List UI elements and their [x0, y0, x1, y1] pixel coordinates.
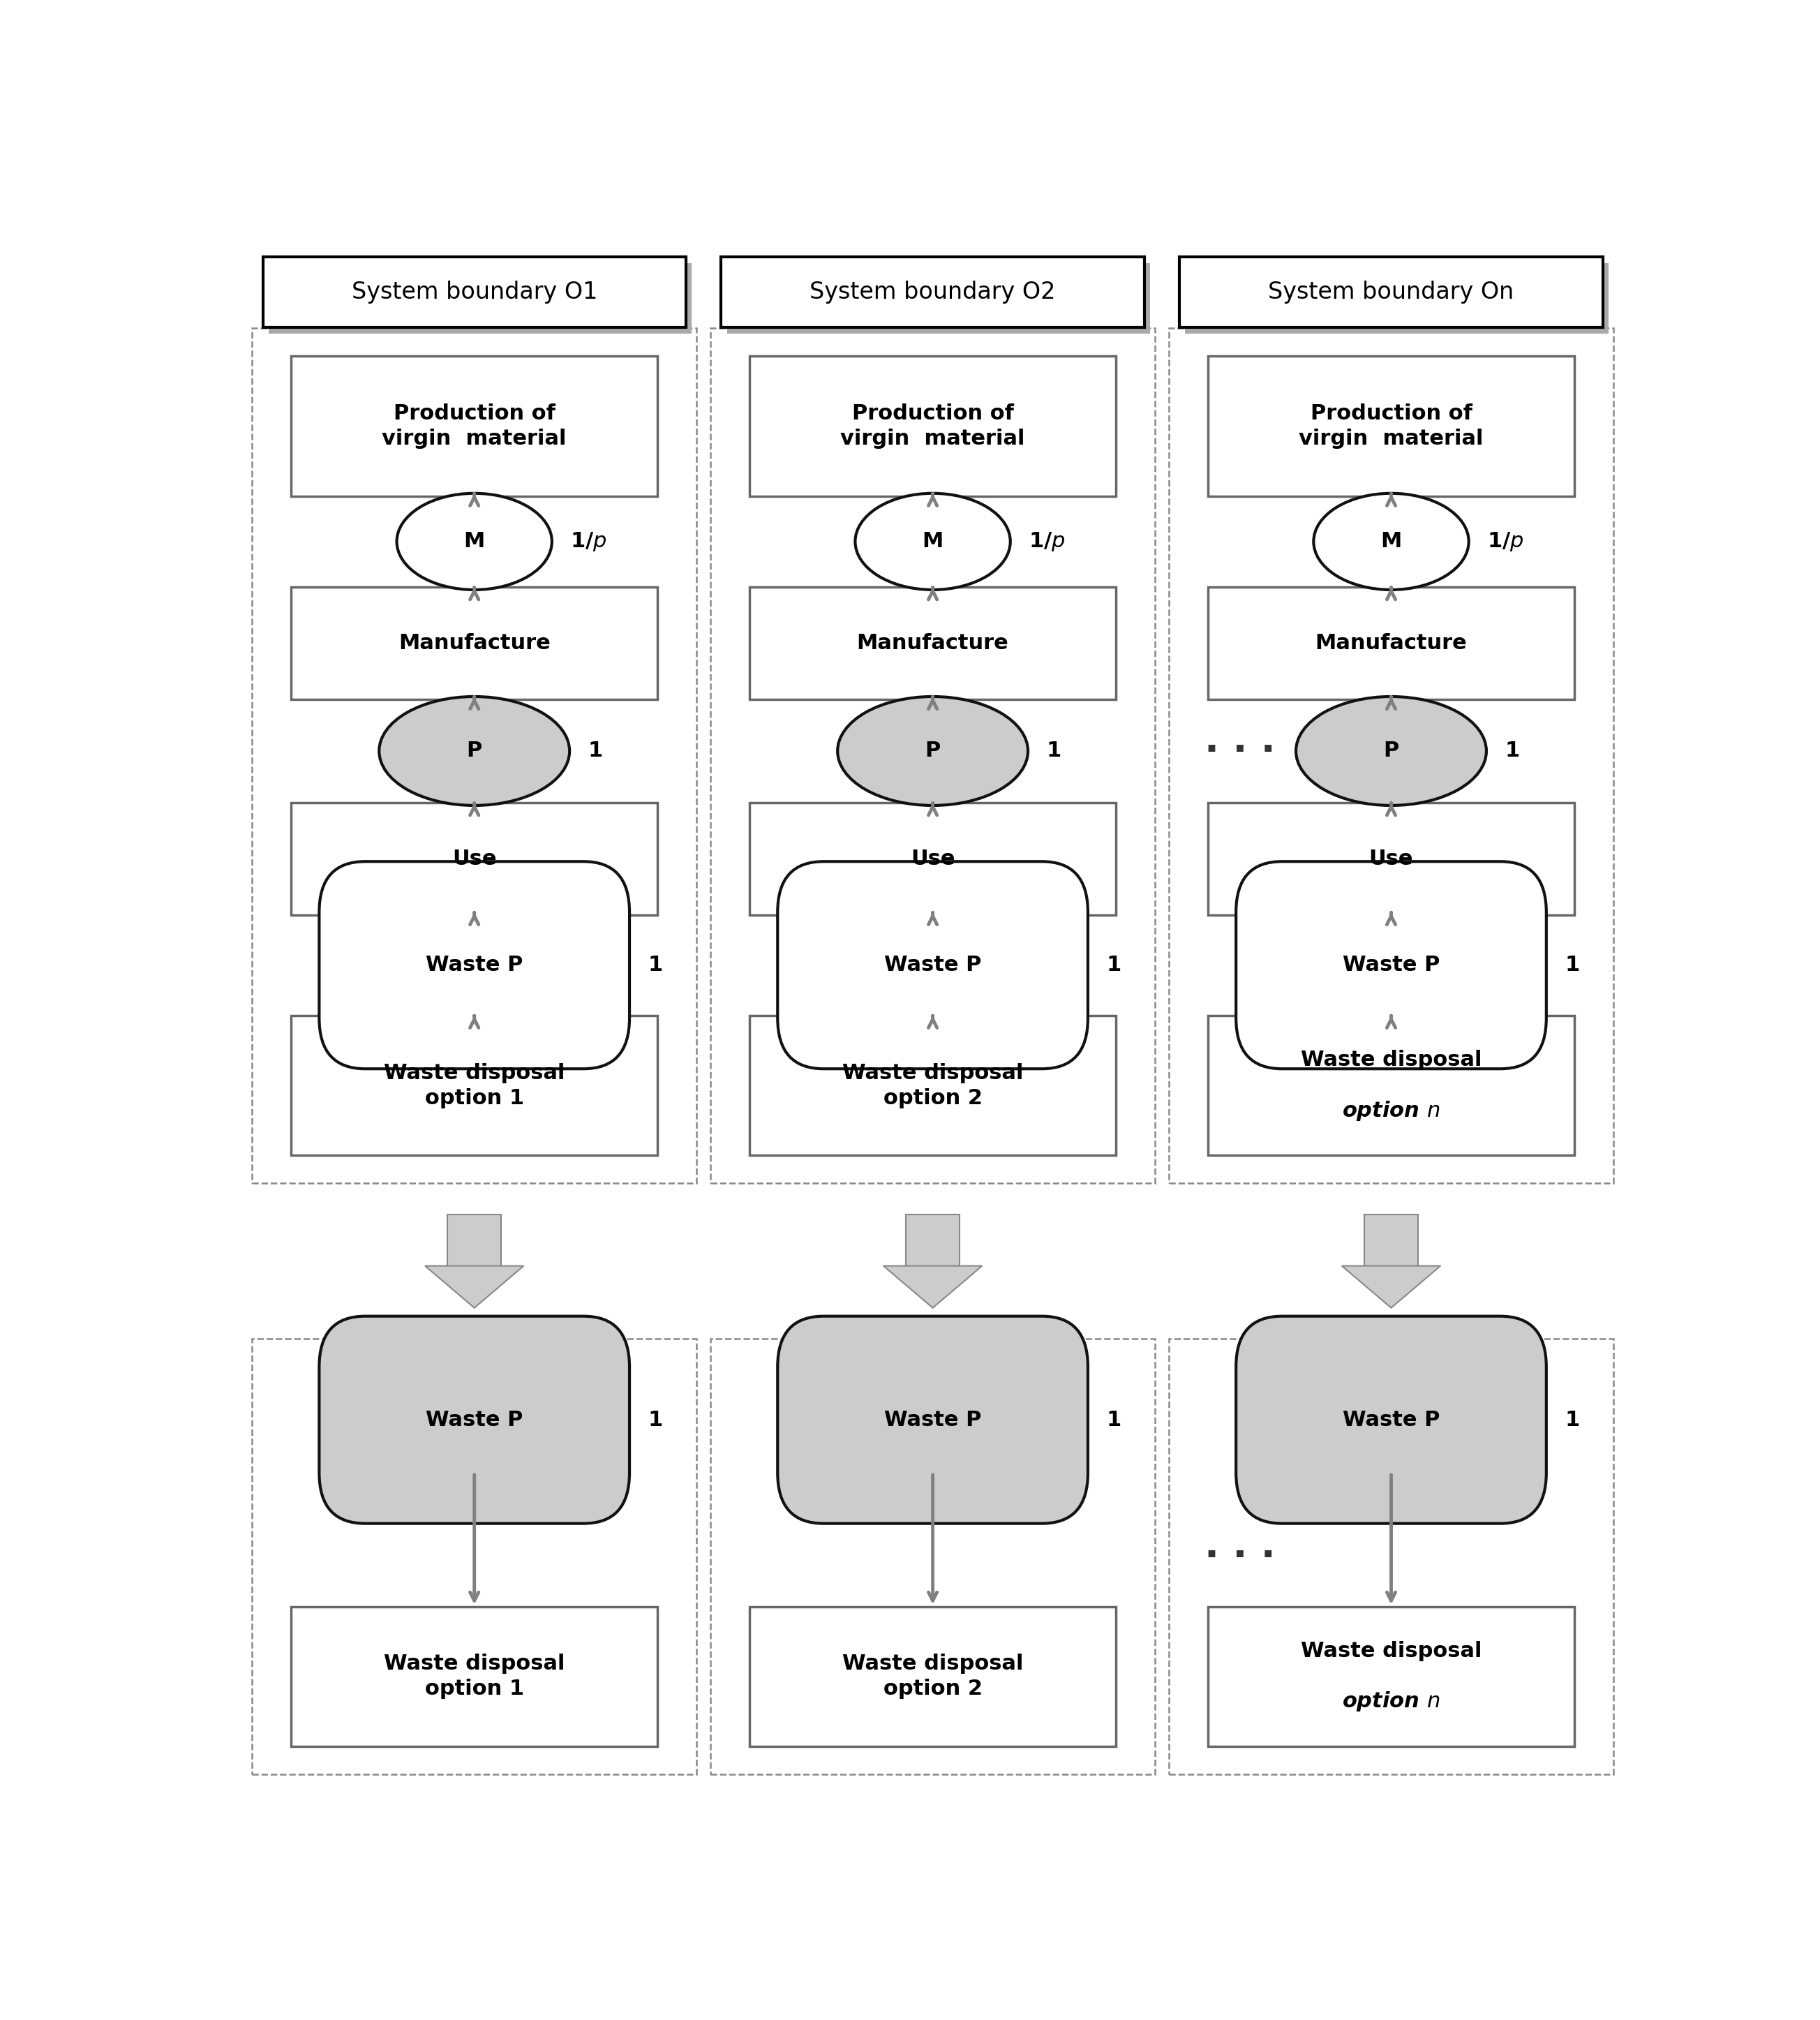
Bar	[291, 356, 657, 497]
Text: Waste P: Waste P	[1343, 1410, 1440, 1430]
Text: Waste P: Waste P	[885, 955, 981, 976]
Text: P: P	[466, 741, 482, 762]
Text: Waste P: Waste P	[885, 1410, 981, 1430]
Bar	[448, 1214, 500, 1267]
Bar	[750, 1016, 1116, 1155]
Text: 1: 1	[648, 1410, 662, 1430]
Text: 1: 1	[1505, 741, 1520, 762]
Bar	[291, 1606, 657, 1747]
Bar	[253, 1339, 697, 1774]
Text: System boundary O2: System boundary O2	[810, 281, 1056, 303]
Text: Production of
virgin  material: Production of virgin material	[1299, 404, 1483, 448]
Text: Use: Use	[910, 848, 956, 869]
Text: 1: 1	[1107, 955, 1121, 976]
Text: P: P	[1383, 741, 1400, 762]
Bar	[1365, 1214, 1418, 1267]
Text: M: M	[923, 531, 943, 551]
Text: M: M	[464, 531, 484, 551]
Bar	[1185, 263, 1609, 333]
Text: Waste disposal
option 1: Waste disposal option 1	[384, 1063, 564, 1109]
Bar	[1208, 356, 1574, 497]
FancyBboxPatch shape	[318, 861, 630, 1069]
Ellipse shape	[837, 697, 1028, 806]
Text: Waste P: Waste P	[426, 955, 522, 976]
Bar	[291, 802, 657, 915]
Bar	[1179, 257, 1603, 327]
Bar	[750, 802, 1116, 915]
Bar	[750, 356, 1116, 497]
Bar	[1208, 1606, 1574, 1747]
Bar	[291, 588, 657, 699]
Bar	[1168, 327, 1613, 1184]
Text: Use: Use	[451, 848, 497, 869]
Text: Production of
virgin  material: Production of virgin material	[841, 404, 1025, 448]
Text: $\mathbf{1/\mathit{p}}$: $\mathbf{1/\mathit{p}}$	[570, 531, 606, 553]
Bar	[268, 263, 692, 333]
Text: Manufacture: Manufacture	[399, 632, 550, 652]
Text: System boundary On: System boundary On	[1269, 281, 1514, 303]
Text: 1: 1	[1565, 955, 1580, 976]
Text: M: M	[1381, 531, 1401, 551]
Text: Waste P: Waste P	[426, 1410, 522, 1430]
Polygon shape	[883, 1267, 983, 1307]
Text: 1: 1	[1046, 741, 1061, 762]
Text: 1: 1	[588, 741, 602, 762]
Bar	[1208, 588, 1574, 699]
Text: 1: 1	[1565, 1410, 1580, 1430]
FancyBboxPatch shape	[777, 1317, 1088, 1523]
Ellipse shape	[397, 493, 551, 590]
Text: P: P	[925, 741, 941, 762]
Text: System boundary O1: System boundary O1	[351, 281, 597, 303]
Text: Waste disposal
option 1: Waste disposal option 1	[384, 1654, 564, 1699]
Ellipse shape	[1296, 697, 1487, 806]
FancyBboxPatch shape	[1236, 1317, 1547, 1523]
FancyBboxPatch shape	[777, 861, 1088, 1069]
FancyBboxPatch shape	[318, 1317, 630, 1523]
Bar	[726, 263, 1150, 333]
Bar	[1208, 802, 1574, 915]
Text: option $n$: option $n$	[1341, 1691, 1440, 1713]
Bar	[721, 257, 1145, 327]
Bar	[262, 257, 686, 327]
Text: Use: Use	[1369, 848, 1414, 869]
Text: $\mathbf{1/\mathit{p}}$: $\mathbf{1/\mathit{p}}$	[1028, 531, 1065, 553]
Text: $\mathbf{1/\mathit{p}}$: $\mathbf{1/\mathit{p}}$	[1487, 531, 1523, 553]
Text: Waste disposal: Waste disposal	[1301, 1050, 1481, 1071]
Text: option $n$: option $n$	[1341, 1099, 1440, 1123]
Bar	[750, 1606, 1116, 1747]
Polygon shape	[426, 1267, 524, 1307]
FancyBboxPatch shape	[1236, 861, 1547, 1069]
Text: 1: 1	[1107, 1410, 1121, 1430]
Text: · · ·: · · ·	[1205, 731, 1276, 770]
Bar	[710, 327, 1156, 1184]
Text: Manufacture: Manufacture	[857, 632, 1008, 652]
Text: 1: 1	[648, 955, 662, 976]
Text: Waste disposal: Waste disposal	[1301, 1640, 1481, 1660]
Ellipse shape	[379, 697, 570, 806]
Text: Waste disposal
option 2: Waste disposal option 2	[843, 1063, 1023, 1109]
Ellipse shape	[1314, 493, 1469, 590]
Text: · · ·: · · ·	[1205, 1537, 1276, 1576]
Bar	[253, 327, 697, 1184]
Bar	[710, 1339, 1156, 1774]
Polygon shape	[1341, 1267, 1441, 1307]
Text: Waste P: Waste P	[1343, 955, 1440, 976]
Text: Production of
virgin  material: Production of virgin material	[382, 404, 566, 448]
Bar	[906, 1214, 959, 1267]
Bar	[291, 1016, 657, 1155]
Bar	[750, 588, 1116, 699]
Text: Manufacture: Manufacture	[1316, 632, 1467, 652]
Bar	[1208, 1016, 1574, 1155]
Bar	[1168, 1339, 1613, 1774]
Ellipse shape	[855, 493, 1010, 590]
Text: Waste disposal
option 2: Waste disposal option 2	[843, 1654, 1023, 1699]
